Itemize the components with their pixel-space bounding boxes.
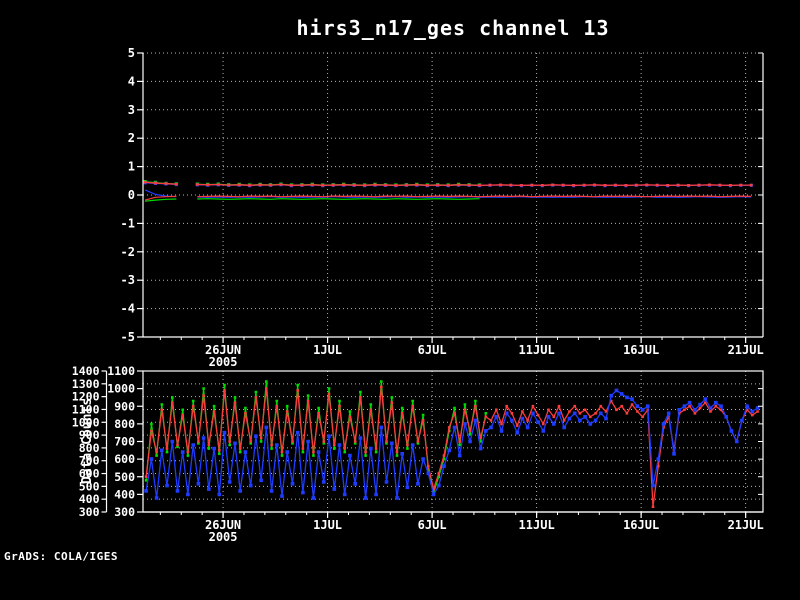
series-counts-red (145, 386, 758, 507)
tick-label: 16JUL (623, 518, 659, 532)
bottom-panel-series (144, 380, 760, 508)
tick-label: 3 (128, 103, 135, 117)
tick-label: 800 (79, 441, 100, 455)
series-lower-green (145, 198, 480, 202)
tick-label: 2 (128, 131, 135, 145)
tick-label: 1100 (72, 402, 100, 416)
tick-label: 600 (79, 467, 100, 481)
tick-label: 400 (79, 492, 100, 506)
tick-label: 1300 (72, 377, 100, 391)
top-panel-grid (143, 52, 763, 338)
bottom-panel: 1100100090080070060050040030014001300120… (72, 364, 764, 544)
tick-label: -4 (121, 302, 135, 316)
tick-label: 21JUL (728, 518, 764, 532)
tick-label: 700 (79, 454, 100, 468)
tick-label: 0 (128, 188, 135, 202)
tick-label: 11JUL (519, 343, 555, 357)
tick-label: 300 (114, 505, 135, 519)
tick-label: 1JUL (313, 343, 342, 357)
tick-label: 5 (128, 46, 135, 60)
tick-label: 1JUL (313, 518, 342, 532)
tick-label: 4 (128, 74, 135, 88)
tick-label: 2005 (209, 355, 238, 369)
tick-label: -5 (121, 330, 135, 344)
tick-label: 2005 (209, 530, 238, 544)
tick-label: -3 (121, 273, 135, 287)
page-title: hirs3_n17_ges channel 13 (296, 16, 610, 40)
tick-label: 1000 (107, 382, 135, 396)
y-axis-title: Data Counts (80, 398, 95, 484)
tick-label: 300 (79, 505, 100, 519)
top-panel-series (143, 180, 753, 202)
series-counts-red-markers (144, 385, 759, 508)
tick-label: 16JUL (623, 343, 659, 357)
tick-label: 1200 (72, 390, 100, 404)
tick-label: -1 (121, 216, 135, 230)
tick-label: 900 (114, 399, 135, 413)
tick-label: -2 (121, 245, 135, 259)
tick-label: 500 (79, 479, 100, 493)
tick-label: 11JUL (519, 518, 555, 532)
tick-label: 1000 (72, 415, 100, 429)
tick-label: 21JUL (728, 343, 764, 357)
grads-watermark: GrADS: COLA/IGES (4, 550, 118, 563)
tick-label: 6JUL (418, 518, 447, 532)
tick-label: 600 (114, 452, 135, 466)
tick-label: 400 (114, 487, 135, 501)
series-upper-red-markers (143, 180, 753, 187)
tick-label: 1 (128, 160, 135, 174)
tick-label: 500 (114, 470, 135, 484)
tick-label: 900 (79, 428, 100, 442)
series-counts-blue (145, 389, 758, 498)
series-counts-green-markers (144, 380, 488, 494)
series-counts-blue-markers (144, 388, 760, 500)
tick-label: 800 (114, 417, 135, 431)
series-upper-red (145, 181, 752, 186)
tick-label: 26JUN (205, 343, 241, 357)
tick-label: 1100 (107, 364, 135, 378)
series-lower-red (144, 195, 752, 201)
bottom-panel-frame: 1100100090080070060050040030014001300120… (72, 364, 764, 544)
tick-label: 700 (114, 435, 135, 449)
tick-label: 26JUN (205, 518, 241, 532)
tick-label: 1400 (72, 364, 100, 378)
tick-label: 6JUL (418, 343, 447, 357)
